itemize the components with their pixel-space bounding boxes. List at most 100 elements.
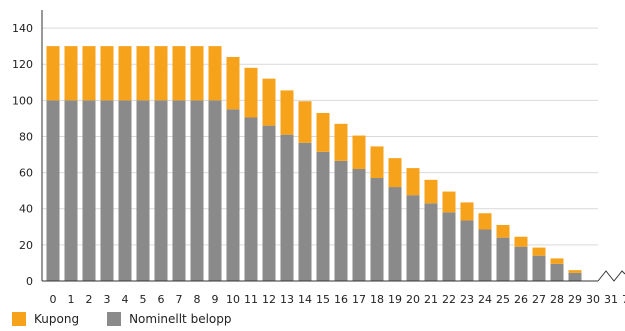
x-tick-label: 75 xyxy=(622,293,625,306)
bar-nominellt-belopp xyxy=(100,100,114,281)
y-tick-label: 20 xyxy=(19,239,33,252)
bar-kupong xyxy=(190,46,204,101)
x-tick-label: 11 xyxy=(244,293,258,306)
y-tick-label: 60 xyxy=(19,167,33,180)
x-tick-label: 13 xyxy=(280,293,294,306)
y-tick-label: 0 xyxy=(26,275,33,288)
legend-item-nominellt-belopp: Nominellt belopp xyxy=(107,312,232,326)
bar-kupong xyxy=(478,213,492,230)
bar-nominellt-belopp xyxy=(370,178,384,281)
x-tick-label: 26 xyxy=(514,293,528,306)
x-tick-label: 25 xyxy=(496,293,510,306)
bar-nominellt-belopp xyxy=(316,151,330,281)
x-tick-label: 8 xyxy=(194,293,201,306)
bar-nominellt-belopp xyxy=(136,100,150,281)
y-axis-ticks: 0 20 40 60 80 100 120 140 xyxy=(12,22,33,288)
bar-nominellt-belopp xyxy=(406,195,420,281)
x-tick-label: 17 xyxy=(352,293,366,306)
bar-nominellt-belopp xyxy=(190,100,204,281)
bar-kupong xyxy=(64,46,78,101)
x-tick-label: 14 xyxy=(298,293,312,306)
bar-kupong xyxy=(388,158,402,188)
x-tick-label: 22 xyxy=(442,293,456,306)
bar-nominellt-belopp xyxy=(118,100,132,281)
x-tick-label: 9 xyxy=(212,293,219,306)
bar-nominellt-belopp xyxy=(226,109,240,281)
x-tick-label: 28 xyxy=(550,293,564,306)
bar-kupong xyxy=(460,202,474,221)
bar-nominellt-belopp xyxy=(442,212,456,281)
bar-kupong xyxy=(46,46,60,101)
bar-nominellt-belopp xyxy=(532,255,546,281)
x-tick-label: 12 xyxy=(262,293,276,306)
bar-kupong xyxy=(316,112,330,152)
bar-kupong xyxy=(172,46,186,101)
bar-nominellt-belopp xyxy=(64,100,78,281)
x-tick-label: 29 xyxy=(568,293,582,306)
bar-nominellt-belopp xyxy=(208,100,222,281)
bar-nominellt-belopp xyxy=(172,100,186,281)
legend-swatch-kupong xyxy=(12,312,26,326)
bar-kupong xyxy=(334,123,348,161)
x-tick-label: 16 xyxy=(334,293,348,306)
bar-kupong xyxy=(244,67,258,118)
y-tick-label: 80 xyxy=(19,130,33,143)
bar-nominellt-belopp xyxy=(244,117,258,281)
bar-kupong xyxy=(406,168,420,196)
bar-nominellt-belopp xyxy=(352,168,366,281)
bar-kupong xyxy=(208,46,222,101)
axis-break-mark xyxy=(597,270,625,282)
bar-nominellt-belopp xyxy=(334,160,348,281)
bar-nominellt-belopp xyxy=(280,134,294,281)
bar-nominellt-belopp xyxy=(82,100,96,281)
bar-kupong xyxy=(226,56,240,110)
x-tick-label: 5 xyxy=(140,293,147,306)
x-tick-label: 30 xyxy=(586,293,600,306)
x-tick-label: 24 xyxy=(478,293,492,306)
x-tick-label: 20 xyxy=(406,293,420,306)
x-tick-label: 31 xyxy=(604,293,618,306)
bar-kupong xyxy=(532,247,546,256)
bar-nominellt-belopp xyxy=(154,100,168,281)
bar-kupong xyxy=(352,135,366,169)
x-tick-label: 4 xyxy=(122,293,129,306)
bar-kupong xyxy=(514,236,528,247)
legend-item-kupong: Kupong xyxy=(12,312,79,326)
bar-kupong xyxy=(280,90,294,135)
bar-nominellt-belopp xyxy=(46,100,60,281)
x-tick-label: 3 xyxy=(104,293,111,306)
bar-kupong xyxy=(496,224,510,238)
bar-nominellt-belopp xyxy=(460,220,474,281)
x-tick-label: 10 xyxy=(226,293,240,306)
x-tick-label: 0 xyxy=(50,293,57,306)
x-tick-label: 18 xyxy=(370,293,384,306)
bar-kupong xyxy=(442,191,456,213)
bar-nominellt-belopp xyxy=(568,272,582,281)
bar-nominellt-belopp xyxy=(424,203,438,281)
x-tick-label: 1 xyxy=(68,293,75,306)
x-tick-label: 7 xyxy=(176,293,183,306)
bar-kupong xyxy=(82,46,96,101)
y-tick-label: 40 xyxy=(19,203,33,216)
bar-nominellt-belopp xyxy=(478,229,492,281)
x-tick-label: 21 xyxy=(424,293,438,306)
bar-nominellt-belopp xyxy=(388,187,402,281)
x-tick-label: 19 xyxy=(388,293,402,306)
bar-nominellt-belopp xyxy=(514,246,528,281)
y-tick-label: 140 xyxy=(12,22,33,35)
bar-kupong xyxy=(424,179,438,204)
x-tick-label: 23 xyxy=(460,293,474,306)
bar-kupong xyxy=(136,46,150,101)
y-tick-label: 100 xyxy=(12,94,33,107)
bar-kupong xyxy=(370,146,384,179)
bar-kupong xyxy=(118,46,132,101)
bar-nominellt-belopp xyxy=(496,237,510,281)
bar-kupong xyxy=(262,78,276,126)
bars xyxy=(46,46,582,281)
x-axis-ticks: 0 1 2 3 4 5 6 7 8 9 10 11 12 13 14 15 16 17 18 19 20 21 22 23 24… xyxy=(50,293,625,306)
x-tick-label: 2 xyxy=(86,293,93,306)
x-tick-label: 15 xyxy=(316,293,330,306)
bar-kupong xyxy=(568,270,582,273)
bar-nominellt-belopp xyxy=(550,263,564,281)
